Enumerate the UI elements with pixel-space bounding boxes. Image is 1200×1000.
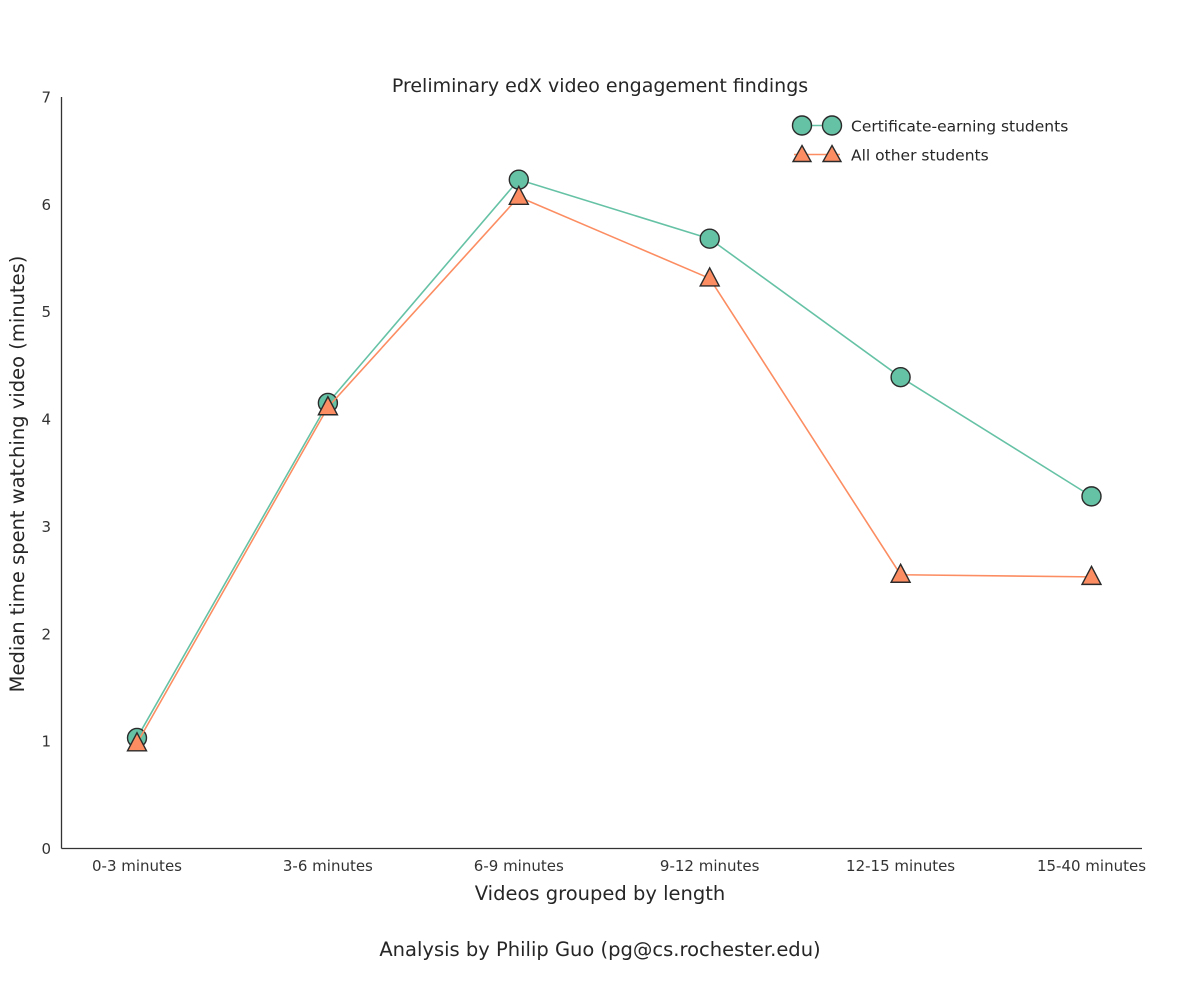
circle-data-point-marker xyxy=(1081,486,1102,507)
y-tick-label: 6 xyxy=(41,196,51,214)
x-tick-label: 0-3 minutes xyxy=(92,857,182,875)
legend-triangle-marker-icon xyxy=(821,144,843,163)
series-line xyxy=(136,178,1092,739)
legend-item-all-other: All other students xyxy=(791,144,989,165)
series-all-other xyxy=(126,184,1103,752)
x-axis-title: Videos grouped by length xyxy=(475,882,725,905)
y-tick-label: 2 xyxy=(41,625,51,643)
x-tick-label: 3-6 minutes xyxy=(283,857,373,875)
legend-item-certificate-earning: Certificate-earning students xyxy=(791,115,1068,136)
x-tick-label: 6-9 minutes xyxy=(474,857,564,875)
legend: Certificate-earning students All other s… xyxy=(791,115,1068,165)
triangle-data-point-marker xyxy=(317,395,339,416)
x-tick-label: 15-40 minutes xyxy=(1037,857,1146,875)
legend-label-all-other: All other students xyxy=(851,147,989,165)
legend-label-certificate-earning: Certificate-earning students xyxy=(851,118,1068,136)
y-tick-label: 4 xyxy=(41,411,51,429)
x-tick-label: 9-12 minutes xyxy=(660,857,760,875)
data-series-layer xyxy=(126,169,1103,752)
y-tick-label: 3 xyxy=(41,518,51,536)
y-tick-label: 1 xyxy=(41,733,51,751)
y-axis-tick-labels: 0 1 2 3 4 5 6 7 xyxy=(41,89,51,859)
circle-data-point-marker xyxy=(890,367,911,388)
legend-circle-marker-icon xyxy=(821,115,843,136)
y-tick-label: 0 xyxy=(41,840,51,858)
x-tick-label: 12-15 minutes xyxy=(846,857,955,875)
y-axis-title: Median time spent watching video (minute… xyxy=(6,256,29,693)
circle-data-point-marker xyxy=(699,228,720,249)
chart-title: Preliminary edX video engagement finding… xyxy=(392,75,808,97)
y-tick-label: 5 xyxy=(41,303,51,321)
triangle-data-point-marker xyxy=(1080,564,1103,586)
legend-circle-marker-icon xyxy=(791,115,813,136)
triangle-data-point-marker xyxy=(699,266,721,287)
series-line xyxy=(136,196,1092,744)
triangle-data-point-marker xyxy=(508,184,530,206)
caption: Analysis by Philip Guo (pg@cs.rochester.… xyxy=(379,938,820,961)
y-tick-label: 7 xyxy=(41,89,51,107)
x-axis-tick-labels: 0-3 minutes 3-6 minutes 6-9 minutes 9-12 mi… xyxy=(92,857,1146,875)
legend-triangle-marker-icon xyxy=(791,144,813,163)
triangle-data-point-marker xyxy=(126,731,148,752)
series-certificate-earning xyxy=(126,169,1102,749)
triangle-data-point-marker xyxy=(889,562,912,583)
